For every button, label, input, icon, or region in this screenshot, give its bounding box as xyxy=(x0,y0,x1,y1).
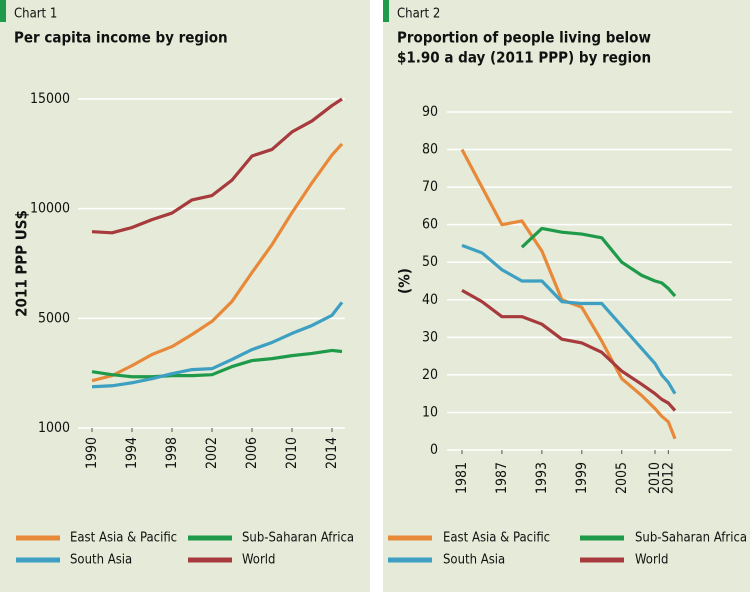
line xyxy=(461,243,677,395)
x-tick-label: 1987 xyxy=(494,462,510,494)
y-axis-label: 2011 PPP US$ xyxy=(13,210,31,317)
panel xyxy=(383,0,750,592)
legend-label: East Asia & Pacific xyxy=(443,531,550,546)
x-tick-label: 1993 xyxy=(534,462,550,494)
x-tick-label: 2014 xyxy=(324,437,340,469)
x-tick-label: 1990 xyxy=(84,437,100,469)
line xyxy=(91,301,344,389)
line xyxy=(460,148,677,440)
legend-label: Sub-Saharan Africa xyxy=(242,531,354,546)
y-tick-label: 60 xyxy=(422,217,438,233)
chart-label: Chart 1 xyxy=(14,7,57,22)
y-tick-label: 1000 xyxy=(38,420,70,436)
line xyxy=(461,288,677,412)
legend-label: World xyxy=(242,553,275,568)
x-tick-label: 2012 xyxy=(660,462,676,494)
line xyxy=(91,97,343,235)
y-tick-label: 50 xyxy=(422,254,438,270)
y-tick-label: 5000 xyxy=(38,310,70,326)
legend-label: World xyxy=(635,553,668,568)
y-tick-label: 10 xyxy=(422,404,438,420)
chart-title: Per capita income by region xyxy=(14,29,228,47)
x-tick-label: 1981 xyxy=(454,462,470,494)
y-axis-label: (%) xyxy=(396,268,414,294)
legend-label: South Asia xyxy=(443,553,505,568)
marker xyxy=(383,0,389,22)
x-tick-label: 2010 xyxy=(284,437,300,469)
x-tick-label: 2006 xyxy=(244,437,260,469)
legend-label: Sub-Saharan Africa xyxy=(635,531,747,546)
chart-title: $1.90 a day (2011 PPP) by region xyxy=(397,49,651,67)
y-tick-label: 0 xyxy=(430,442,438,458)
x-tick-label: 2005 xyxy=(614,462,630,494)
legend-label: East Asia & Pacific xyxy=(70,531,177,546)
line xyxy=(520,226,677,298)
y-tick-label: 10000 xyxy=(30,201,70,217)
legend-label: South Asia xyxy=(70,553,132,568)
marker xyxy=(0,0,6,22)
chart-label: Chart 2 xyxy=(397,7,440,22)
line xyxy=(91,348,343,379)
y-tick-label: 40 xyxy=(422,292,438,308)
y-tick-label: 70 xyxy=(422,179,438,195)
panel xyxy=(0,0,370,592)
line xyxy=(91,142,344,383)
y-tick-label: 80 xyxy=(422,142,438,158)
x-tick-label: 2002 xyxy=(204,437,220,469)
y-tick-label: 30 xyxy=(422,329,438,345)
y-tick-label: 90 xyxy=(422,104,438,120)
y-tick-label: 15000 xyxy=(30,91,70,107)
x-tick-label: 1999 xyxy=(574,462,590,494)
x-tick-label: 1994 xyxy=(124,437,140,469)
x-tick-label: 2010 xyxy=(647,462,663,494)
chart-title: Proportion of people living below xyxy=(397,29,651,47)
y-tick-label: 20 xyxy=(422,367,438,383)
x-tick-label: 1998 xyxy=(164,437,180,469)
